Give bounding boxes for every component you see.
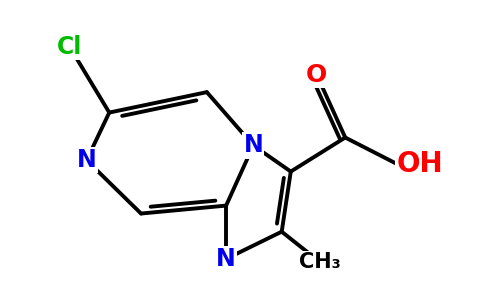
Text: O: O: [306, 63, 328, 87]
Text: N: N: [243, 134, 263, 158]
Text: N: N: [216, 247, 236, 271]
Text: OH: OH: [396, 150, 443, 178]
Text: CH₃: CH₃: [300, 252, 341, 272]
Text: Cl: Cl: [57, 35, 82, 59]
Text: N: N: [76, 148, 96, 172]
